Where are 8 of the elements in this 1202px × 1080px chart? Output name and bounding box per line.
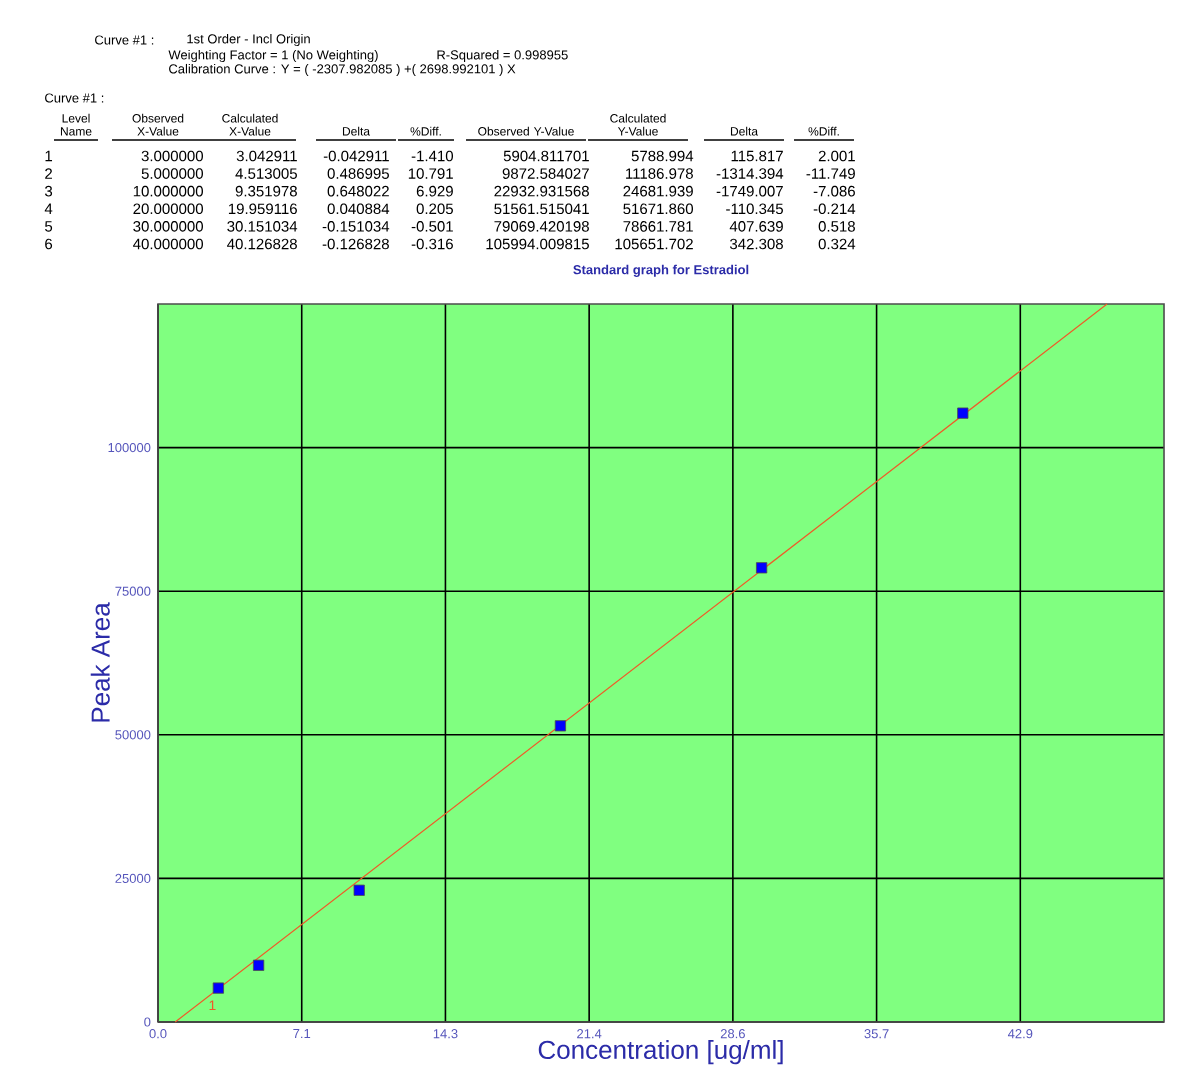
point xyxy=(212,982,224,994)
point xyxy=(353,884,365,896)
x-axis-title: Concentration [ug/ml] xyxy=(538,1039,783,1065)
y-axis-title: Peak Area xyxy=(90,602,110,722)
point xyxy=(253,959,265,971)
point xyxy=(554,720,567,732)
point xyxy=(756,562,768,574)
point xyxy=(957,407,969,419)
